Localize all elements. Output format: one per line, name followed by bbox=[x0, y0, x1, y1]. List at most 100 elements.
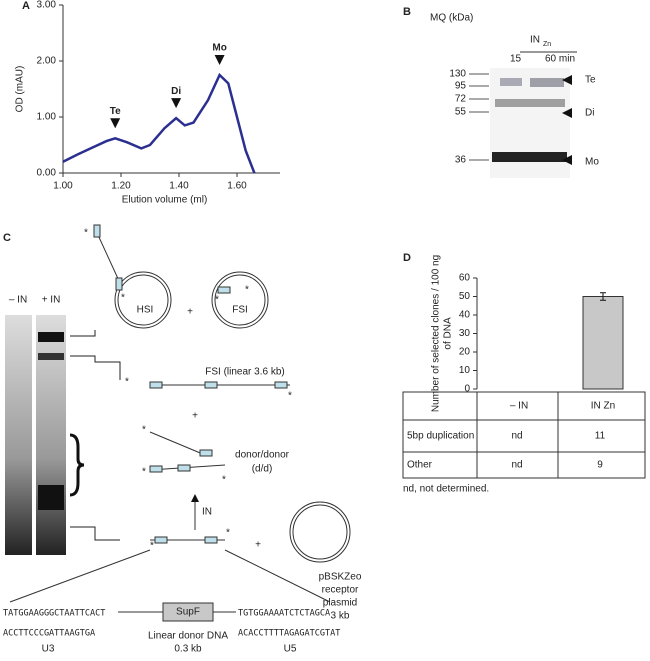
plasmid-label: HSI bbox=[137, 305, 154, 316]
y-tick-label: 50 bbox=[459, 291, 471, 302]
cell: 11 bbox=[595, 431, 606, 442]
zoom-line bbox=[9, 549, 151, 603]
label: IN bbox=[202, 507, 212, 518]
y-tick-label: 3.00 bbox=[37, 0, 57, 11]
svg-text:*: * bbox=[226, 528, 230, 539]
y-tick-label: 0 bbox=[464, 384, 470, 395]
svg-text:*: * bbox=[142, 425, 146, 436]
band bbox=[492, 152, 567, 162]
plus: + bbox=[187, 307, 193, 318]
y-tick-label: 10 bbox=[459, 365, 471, 376]
dna bbox=[97, 234, 121, 284]
svg-text:*: * bbox=[288, 391, 292, 402]
marker-label: 130 bbox=[449, 69, 466, 80]
cell: nd bbox=[511, 460, 522, 471]
svg-text:*: * bbox=[84, 228, 88, 239]
circle-dna bbox=[211, 271, 269, 329]
column-header: IN Zn bbox=[591, 401, 615, 412]
band-label: Mo bbox=[585, 157, 599, 168]
svg-text:*: * bbox=[142, 467, 146, 478]
ltr bbox=[149, 465, 163, 473]
label: plasmid bbox=[323, 598, 357, 609]
enzyme-sub: Zn bbox=[543, 41, 551, 48]
svg-text:*: * bbox=[222, 475, 226, 486]
label: 3 kb bbox=[331, 611, 350, 622]
time: 60 min bbox=[545, 54, 575, 65]
y-tick-label: 0.00 bbox=[37, 168, 57, 179]
y-tick-label: 1.00 bbox=[37, 112, 57, 123]
line bbox=[62, 72, 256, 174]
ltr bbox=[217, 286, 231, 294]
cell: 9 bbox=[597, 460, 603, 471]
label: receptor bbox=[322, 585, 359, 596]
bar bbox=[582, 296, 624, 390]
svg-text:*: * bbox=[121, 293, 125, 304]
y-axis-label: of DNA bbox=[443, 317, 454, 350]
circle-dna bbox=[214, 274, 266, 326]
band bbox=[38, 485, 64, 510]
y-tick-label: 20 bbox=[459, 347, 471, 358]
band bbox=[530, 78, 564, 87]
panel-b: MQ (kDa) IN Zn 15 60 min bbox=[430, 13, 577, 178]
y-tick-label: 60 bbox=[459, 273, 471, 284]
arrowhead bbox=[562, 108, 572, 118]
sequence: TATGGAAGGGCTAATTCACT bbox=[3, 609, 105, 619]
ltr bbox=[154, 536, 168, 544]
column-header: – IN bbox=[510, 401, 528, 412]
x-tick-label: 1.40 bbox=[169, 181, 189, 192]
band-label: Di bbox=[585, 108, 594, 119]
x-tick-label: 1.60 bbox=[227, 181, 247, 192]
label: U3 bbox=[42, 644, 55, 655]
band bbox=[38, 353, 64, 360]
y-axis-label: Number of selected clones / 100 ng bbox=[431, 255, 442, 412]
arrowhead bbox=[110, 118, 121, 129]
label: U5 bbox=[284, 644, 297, 655]
ltr bbox=[199, 449, 213, 457]
panel-c: * * * * * * * * * * * bbox=[5, 224, 351, 622]
arrowhead bbox=[562, 155, 572, 165]
annotation: Te bbox=[110, 106, 121, 117]
brace bbox=[69, 433, 85, 497]
circle-dna bbox=[289, 501, 351, 563]
sequence: ACCTTCCCGATTAAGTGA bbox=[3, 629, 95, 639]
table-border bbox=[402, 391, 646, 479]
arrowhead bbox=[562, 75, 572, 85]
band bbox=[500, 78, 522, 86]
plasmid-label: FSI bbox=[232, 305, 248, 316]
label: (d/d) bbox=[252, 464, 273, 475]
svg-text:*: * bbox=[245, 285, 249, 296]
ltr bbox=[149, 381, 163, 389]
zoom-line bbox=[224, 549, 331, 603]
arrowhead bbox=[171, 98, 182, 109]
error-bar bbox=[600, 292, 606, 301]
marker-label: 55 bbox=[455, 107, 467, 118]
label: SupF bbox=[176, 607, 200, 618]
cell: nd bbox=[511, 431, 522, 442]
row-header: 5bp duplication bbox=[407, 431, 474, 442]
panel-label: D bbox=[403, 252, 411, 264]
time: 15 bbox=[510, 54, 522, 65]
stars: * * * * * * * * * * * bbox=[84, 228, 292, 552]
band-label: Te bbox=[585, 75, 596, 86]
unit: MQ (kDa) bbox=[430, 13, 473, 24]
ltr bbox=[93, 224, 101, 238]
arrowhead bbox=[191, 494, 199, 502]
sequence: TGTGGAAAATCTCTAGCA bbox=[238, 609, 330, 619]
marker-label: 72 bbox=[455, 94, 467, 105]
pointer bbox=[70, 330, 121, 541]
circle-dna bbox=[292, 504, 348, 560]
ltr bbox=[204, 381, 218, 389]
x-tick-label: 1.20 bbox=[111, 181, 131, 192]
label: donor/donor bbox=[235, 450, 290, 461]
y-tick-label: 40 bbox=[459, 310, 471, 321]
label: 0.3 kb bbox=[174, 644, 202, 655]
table bbox=[402, 391, 646, 479]
svg-text:*: * bbox=[150, 541, 154, 552]
panel-label: B bbox=[403, 6, 411, 18]
ltr bbox=[115, 277, 123, 291]
ltr bbox=[274, 381, 288, 389]
y-tick-label: 2.00 bbox=[37, 56, 57, 67]
plus: + bbox=[192, 411, 198, 422]
ltr bbox=[177, 464, 191, 472]
label: Linear donor DNA bbox=[148, 631, 228, 642]
